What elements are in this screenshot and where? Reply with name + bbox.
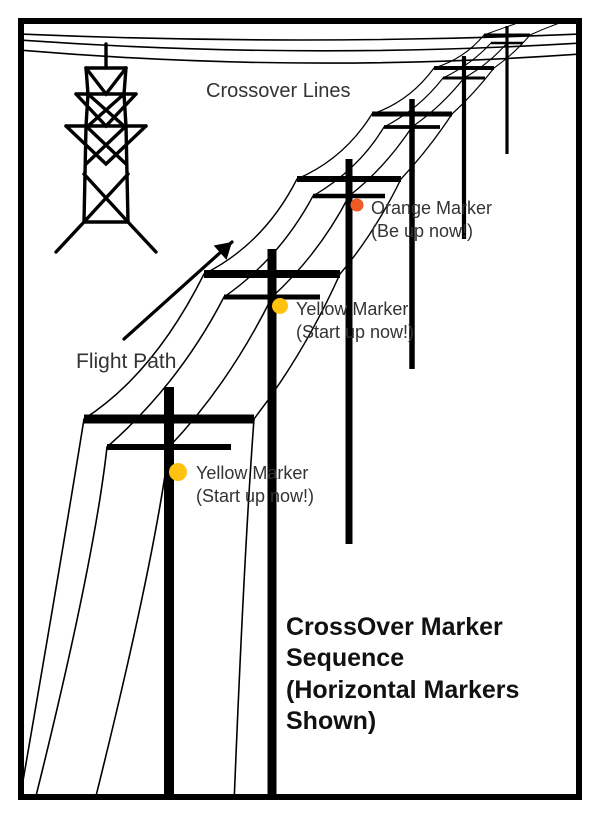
yellow-marker-1 [169, 463, 187, 481]
yellow-marker-1-label: Yellow Marker (Start up now!) [196, 462, 314, 507]
conductor-wire [530, 24, 576, 35]
text-line1: Orange Marker [371, 198, 492, 218]
yellow-marker-2 [272, 298, 288, 314]
text-line2: (Start up now!) [196, 486, 314, 506]
title-line4: Shown) [286, 707, 376, 735]
title-line2: Sequence [286, 644, 404, 672]
orange-marker [351, 199, 364, 212]
text-line1: Yellow Marker [196, 463, 308, 483]
conductor-wire [24, 419, 84, 794]
conductor-wire [434, 35, 484, 68]
conductor-wire [204, 179, 297, 274]
conductor-wire [452, 68, 494, 114]
conductor-wire [297, 114, 372, 179]
conductor-wire [484, 24, 544, 35]
pole-6-far [484, 26, 530, 154]
orange-marker-label: Orange Marker (Be up now!) [371, 197, 492, 242]
text: Crossover Lines [206, 80, 351, 102]
conductor-wire [84, 274, 204, 419]
title-line1: CrossOver Marker [286, 613, 503, 641]
title-line3: (Horizontal Markers [286, 676, 519, 704]
conductor-wire [272, 196, 349, 297]
diagram-title: CrossOver Marker Sequence (Horizontal Ma… [286, 612, 519, 737]
flight-path-label: Flight Path [76, 349, 176, 375]
diagram-frame: Crossover Lines Flight Path Yellow Marke… [18, 18, 582, 800]
conductor-wire [401, 114, 452, 179]
conductor-wire [349, 127, 412, 196]
flight-path-arrow-shaft [124, 242, 232, 339]
yellow-marker-2-label: Yellow Marker (Start up now!) [296, 298, 414, 343]
diagram-root: Crossover Lines Flight Path Yellow Marke… [0, 0, 600, 818]
text: Flight Path [76, 350, 176, 373]
text-line2: (Start up now!) [296, 322, 414, 342]
crossover-lines-label: Crossover Lines [206, 79, 351, 104]
conductor-wire [94, 447, 169, 794]
text-line2: (Be up now!) [371, 221, 473, 241]
transmission-tower-icon [56, 44, 156, 252]
conductor-wire [169, 297, 272, 447]
pole-1-nearest [84, 387, 254, 794]
conductor-wire [372, 68, 434, 114]
text-line1: Yellow Marker [296, 299, 408, 319]
